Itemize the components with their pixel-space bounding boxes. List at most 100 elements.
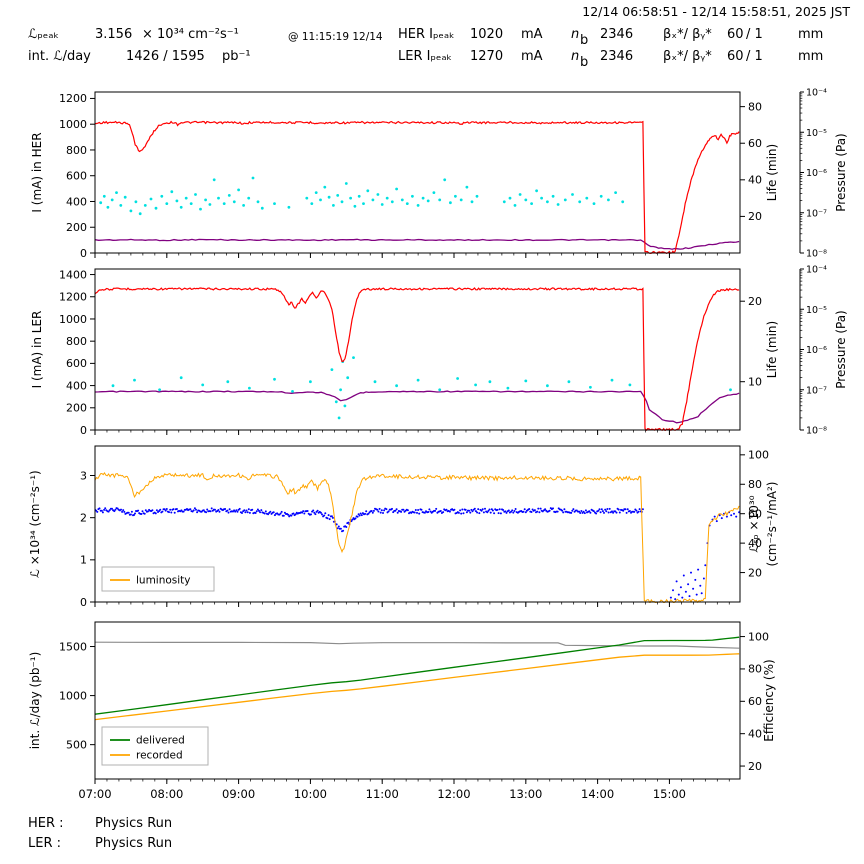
svg-text:Pressure (Pa): Pressure (Pa): [834, 310, 848, 388]
svg-text:15:00: 15:00: [653, 787, 686, 801]
svg-text:1: 1: [80, 554, 87, 567]
ler-nb-value: 2346: [600, 49, 634, 64]
ler-run-label: LER :: [28, 836, 62, 851]
svg-text:09:00: 09:00: [222, 787, 255, 801]
svg-text:Life (min): Life (min): [765, 321, 779, 378]
svg-text:recorded: recorded: [136, 750, 183, 762]
nb-label: n: [571, 27, 580, 42]
svg-text:10:00: 10:00: [294, 787, 327, 801]
intlum-unit: pb⁻¹: [222, 49, 251, 64]
svg-text:20: 20: [748, 295, 762, 308]
svg-text:08:00: 08:00: [150, 787, 183, 801]
lpeak-unit: × 10³⁴ cm⁻²s⁻¹: [142, 27, 239, 42]
nb-sub-2: b: [580, 55, 589, 70]
svg-text:0: 0: [80, 424, 87, 437]
panel-luminosity: 0 1 2 3 ℒ ×10³⁴ (cm⁻²s⁻¹) 20 40 60 80 100 ℒₛₚ ×10³…: [28, 445, 779, 609]
panel-integrated-luminosity: 07:00 08:00 09:00 10:00 11:00 12:00 13:00 14:00…: [28, 621, 776, 801]
svg-text:10: 10: [748, 376, 762, 389]
svg-text:13:00: 13:00: [509, 787, 542, 801]
svg-text:10⁻⁵: 10⁻⁵: [806, 128, 827, 139]
svg-text:60: 60: [748, 137, 762, 150]
her-run-status: Physics Run: [95, 816, 173, 831]
svg-text:60: 60: [748, 507, 762, 520]
svg-text:400: 400: [66, 379, 87, 392]
beta-label: βₓ*/ βᵧ*: [663, 27, 712, 42]
svg-text:14:00: 14:00: [581, 787, 614, 801]
svg-text:1400: 1400: [59, 268, 87, 281]
svg-text:40: 40: [748, 537, 762, 550]
svg-text:ℒₛₚ ×10³⁰: ℒₛₚ ×10³⁰: [747, 495, 761, 552]
svg-text:12:00: 12:00: [437, 787, 470, 801]
svg-text:int. ℒ/day (pb⁻¹): int. ℒ/day (pb⁻¹): [28, 652, 42, 750]
svg-text:100: 100: [748, 449, 769, 462]
svg-text:1000: 1000: [59, 689, 87, 702]
svg-text:10⁻⁸: 10⁻⁸: [806, 249, 827, 260]
her-run-label: HER :: [28, 816, 64, 831]
svg-text:200: 200: [66, 402, 87, 415]
svg-text:luminosity: luminosity: [136, 575, 191, 587]
svg-text:10⁻⁴: 10⁻⁴: [806, 88, 827, 99]
svg-text:3: 3: [80, 469, 87, 482]
svg-text:80: 80: [748, 663, 762, 676]
svg-text:1200: 1200: [59, 92, 87, 105]
svg-text:10⁻⁸: 10⁻⁸: [806, 426, 827, 437]
svg-text:500: 500: [66, 738, 87, 751]
svg-text:80: 80: [748, 100, 762, 113]
svg-text:10⁻⁷: 10⁻⁷: [806, 385, 827, 396]
svg-text:I (mA) in HER: I (mA) in HER: [30, 132, 44, 212]
ler-beta-sep: / 1: [746, 49, 763, 64]
svg-text:(cm⁻²s⁻¹/mA²): (cm⁻²s⁻¹/mA²): [765, 482, 779, 567]
nb-label-2: n: [571, 49, 580, 64]
panel-her-current: 0 200 400 600 800 1000 1200 I (mA) in HER 20 40 60…: [30, 88, 848, 260]
svg-text:200: 200: [66, 221, 87, 234]
svg-text:1000: 1000: [59, 313, 87, 326]
her-beta-value: 60: [727, 27, 744, 42]
her-beta-sep: / 1: [746, 27, 763, 42]
svg-text:10⁻⁵: 10⁻⁵: [806, 305, 827, 316]
svg-text:10⁻⁷: 10⁻⁷: [806, 208, 827, 219]
svg-text:07:00: 07:00: [78, 787, 111, 801]
nb-sub: b: [580, 33, 589, 48]
svg-text:80: 80: [748, 478, 762, 491]
svg-text:11:00: 11:00: [366, 787, 399, 801]
lpeak-timestamp: @ 11:15:19 12/14: [288, 31, 383, 43]
svg-text:40: 40: [748, 727, 762, 740]
svg-text:20: 20: [748, 760, 762, 773]
svg-text:400: 400: [66, 195, 87, 208]
svg-text:1000: 1000: [59, 118, 87, 131]
svg-text:0: 0: [80, 596, 87, 609]
svg-text:0: 0: [80, 247, 87, 260]
ler-ipeak-value: 1270: [470, 49, 504, 64]
svg-text:2: 2: [80, 511, 87, 524]
svg-text:800: 800: [66, 335, 87, 348]
svg-text:40: 40: [748, 174, 762, 187]
title-datetime: 12/14 06:58:51 - 12/14 15:58:51, 2025 JS…: [582, 4, 850, 19]
svg-text:Pressure (Pa): Pressure (Pa): [834, 133, 848, 211]
svg-text:600: 600: [66, 170, 87, 183]
ler-beta-unit: mm: [798, 49, 824, 64]
svg-text:ℒ ×10³⁴ (cm⁻²s⁻¹): ℒ ×10³⁴ (cm⁻²s⁻¹): [28, 470, 42, 577]
svg-text:20: 20: [748, 566, 762, 579]
lpeak-label: ℒₚₑₐₖ: [28, 27, 59, 42]
svg-text:delivered: delivered: [136, 735, 185, 747]
her-ipeak-unit: mA: [521, 27, 543, 42]
svg-text:20: 20: [748, 210, 762, 223]
lpeak-value: 3.156: [95, 27, 133, 42]
svg-text:10⁻⁴: 10⁻⁴: [806, 265, 827, 276]
ler-ipeak-label: LER Iₚₑₐₖ: [398, 49, 453, 64]
svg-text:Life (min): Life (min): [765, 144, 779, 201]
svg-text:I (mA) in LER: I (mA) in LER: [30, 311, 44, 389]
svg-text:100: 100: [748, 630, 769, 643]
svg-text:800: 800: [66, 144, 87, 157]
ler-ipeak-unit: mA: [521, 49, 543, 64]
her-ipeak-value: 1020: [470, 27, 504, 42]
svg-text:10⁻⁶: 10⁻⁶: [806, 345, 827, 356]
svg-text:1200: 1200: [59, 291, 87, 304]
panel-ler-current: 0 200 400 600 800 1000 1200 1400 I (mA) in LER 10…: [30, 265, 848, 437]
intlum-value: 1426 / 1595: [126, 49, 205, 64]
beta-label-2: βₓ*/ βᵧ*: [663, 49, 712, 64]
svg-text:1500: 1500: [59, 640, 87, 653]
her-beta-unit: mm: [798, 27, 824, 42]
